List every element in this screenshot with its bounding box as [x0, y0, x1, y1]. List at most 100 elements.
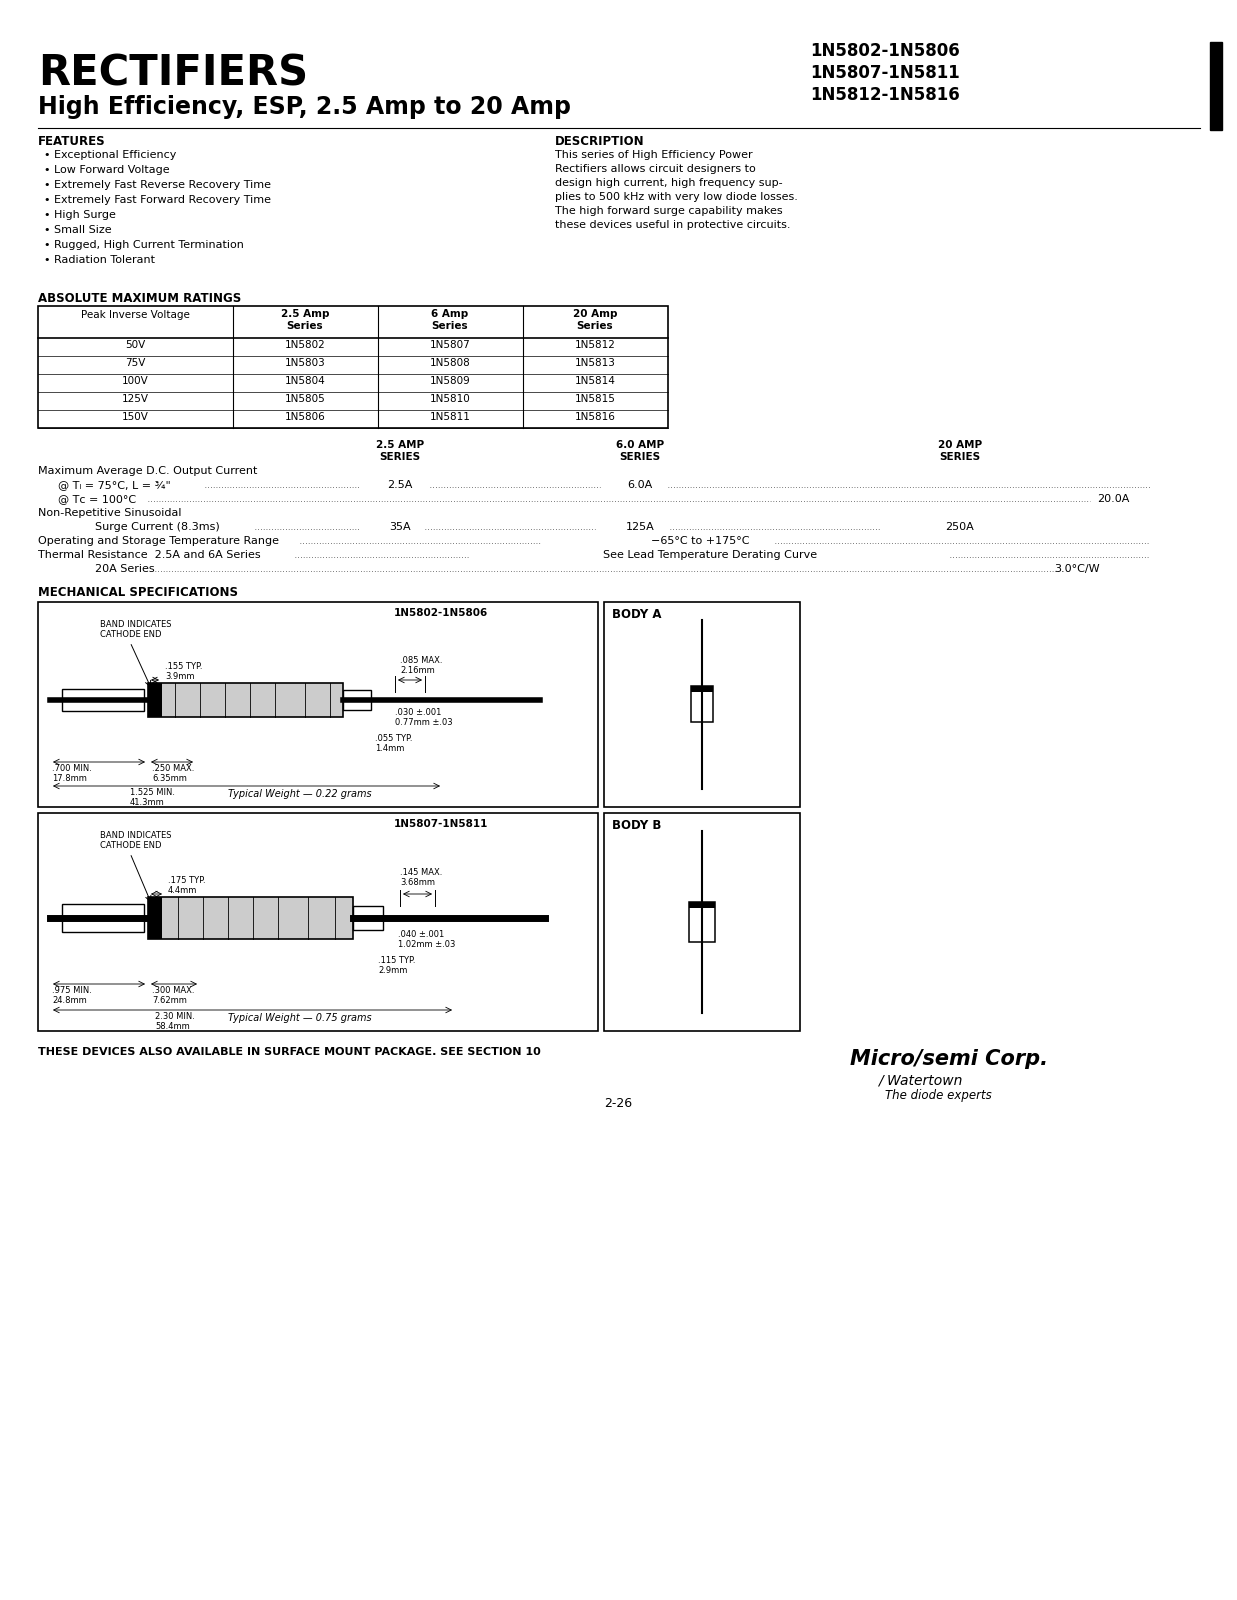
Text: Typical Weight — 0.75 grams: Typical Weight — 0.75 grams [228, 1013, 372, 1022]
Bar [148, 898, 353, 939]
Text: 2.30 MIN.: 2.30 MIN. [155, 1013, 195, 1021]
Text: • Rugged, High Current Termination: • Rugged, High Current Termination [45, 240, 244, 250]
Text: 3.9mm: 3.9mm [165, 672, 194, 682]
Bar [353, 906, 383, 930]
Text: Series: Series [576, 322, 614, 331]
Text: 1N5804: 1N5804 [285, 376, 325, 386]
Bar [343, 690, 371, 710]
Bar [604, 602, 800, 806]
Text: 3.0°C/W: 3.0°C/W [1054, 565, 1100, 574]
Text: • Small Size: • Small Size [45, 226, 111, 235]
Text: 75V: 75V [125, 358, 145, 368]
Text: See Lead Temperature Derating Curve: See Lead Temperature Derating Curve [602, 550, 818, 560]
Text: High Efficiency, ESP, 2.5 Amp to 20 Amp: High Efficiency, ESP, 2.5 Amp to 20 Amp [38, 94, 571, 118]
Text: Typical Weight — 0.22 grams: Typical Weight — 0.22 grams [228, 789, 372, 798]
Text: 20 AMP: 20 AMP [938, 440, 982, 450]
Text: Series: Series [287, 322, 323, 331]
Text: CATHODE END: CATHODE END [100, 630, 162, 638]
Text: Operating and Storage Temperature Range: Operating and Storage Temperature Range [38, 536, 280, 546]
Text: 2.5A: 2.5A [387, 480, 413, 490]
Text: 1.4mm: 1.4mm [375, 744, 404, 754]
Bar [62, 690, 143, 710]
Text: 1N5807-1N5811: 1N5807-1N5811 [393, 819, 489, 829]
Text: • Exceptional Efficiency: • Exceptional Efficiency [45, 150, 177, 160]
Text: Peak Inverse Voltage: Peak Inverse Voltage [80, 310, 189, 320]
Text: .145 MAX.: .145 MAX. [400, 867, 443, 877]
Text: 0.77mm ±.03: 0.77mm ±.03 [395, 718, 453, 726]
Bar [148, 683, 162, 717]
Bar [691, 686, 713, 691]
Text: 4.4mm: 4.4mm [168, 886, 198, 894]
Bar [689, 902, 715, 909]
Text: @ Tᴄ = 100°C: @ Tᴄ = 100°C [58, 494, 136, 504]
Bar [38, 602, 597, 806]
Text: 2.9mm: 2.9mm [379, 966, 407, 974]
Text: • High Surge: • High Surge [45, 210, 116, 219]
Text: 2.5 Amp: 2.5 Amp [281, 309, 329, 318]
Text: 20 Amp: 20 Amp [573, 309, 617, 318]
Text: The high forward surge capability makes: The high forward surge capability makes [555, 206, 783, 216]
Text: plies to 500 kHz with very low diode losses.: plies to 500 kHz with very low diode los… [555, 192, 798, 202]
Text: 50V: 50V [125, 341, 145, 350]
Text: 17.8mm: 17.8mm [52, 774, 87, 782]
Bar [1210, 42, 1222, 130]
Bar [691, 686, 713, 722]
Text: .115 TYP.: .115 TYP. [379, 955, 416, 965]
Text: .085 MAX.: .085 MAX. [400, 656, 443, 666]
Text: 1.02mm ±.03: 1.02mm ±.03 [398, 939, 455, 949]
Text: 6.35mm: 6.35mm [152, 774, 187, 782]
Text: .250 MAX.: .250 MAX. [152, 765, 194, 773]
Text: −65°C to +175°C: −65°C to +175°C [651, 536, 750, 546]
Text: MECHANICAL SPECIFICATIONS: MECHANICAL SPECIFICATIONS [38, 586, 238, 598]
Text: 1N5805: 1N5805 [285, 394, 325, 403]
Text: 2-26: 2-26 [604, 1098, 632, 1110]
Text: 1N5810: 1N5810 [429, 394, 470, 403]
Text: SERIES: SERIES [380, 451, 421, 462]
Bar [38, 813, 597, 1030]
Text: • Extremely Fast Reverse Recovery Time: • Extremely Fast Reverse Recovery Time [45, 179, 271, 190]
Text: Micro/semi Corp.: Micro/semi Corp. [850, 1050, 1048, 1069]
Text: 3.68mm: 3.68mm [400, 878, 435, 886]
Text: This series of High Efficiency Power: This series of High Efficiency Power [555, 150, 752, 160]
Text: SERIES: SERIES [620, 451, 661, 462]
Text: BODY A: BODY A [612, 608, 662, 621]
Bar [62, 904, 143, 931]
Bar [148, 683, 343, 717]
Text: 125V: 125V [121, 394, 148, 403]
Bar [689, 902, 715, 942]
Text: .175 TYP.: .175 TYP. [168, 877, 205, 885]
Bar [38, 306, 668, 427]
Text: 1N5812: 1N5812 [574, 341, 616, 350]
Text: / Watertown: / Watertown [878, 1074, 962, 1086]
Text: 20A Series: 20A Series [95, 565, 155, 574]
Text: 24.8mm: 24.8mm [52, 995, 87, 1005]
Text: CATHODE END: CATHODE END [100, 842, 162, 850]
Text: .040 ±.001: .040 ±.001 [398, 930, 444, 939]
Text: 1N5815: 1N5815 [574, 394, 616, 403]
Text: 41.3mm: 41.3mm [130, 798, 165, 806]
Text: 6 Amp: 6 Amp [432, 309, 469, 318]
Text: 20.0A: 20.0A [1097, 494, 1131, 504]
Text: FEATURES: FEATURES [38, 134, 105, 149]
Text: 1N5802-1N5806: 1N5802-1N5806 [810, 42, 960, 59]
Text: BODY B: BODY B [612, 819, 662, 832]
Text: 1N5808: 1N5808 [429, 358, 470, 368]
Text: BAND INDICATES: BAND INDICATES [100, 830, 172, 840]
Text: .300 MAX.: .300 MAX. [152, 986, 194, 995]
Text: 1N5816: 1N5816 [574, 411, 616, 422]
Text: DESCRIPTION: DESCRIPTION [555, 134, 644, 149]
Text: 35A: 35A [390, 522, 411, 531]
Text: @ Tₗ = 75°C, L = ¾": @ Tₗ = 75°C, L = ¾" [58, 480, 171, 490]
Text: .055 TYP.: .055 TYP. [375, 734, 412, 742]
Text: THESE DEVICES ALSO AVAILABLE IN SURFACE MOUNT PACKAGE. SEE SECTION 10: THESE DEVICES ALSO AVAILABLE IN SURFACE … [38, 1046, 541, 1058]
Text: • Low Forward Voltage: • Low Forward Voltage [45, 165, 169, 174]
Text: SERIES: SERIES [939, 451, 981, 462]
Text: 7.62mm: 7.62mm [152, 995, 187, 1005]
Text: .155 TYP.: .155 TYP. [165, 662, 203, 670]
Text: Maximum Average D.C. Output Current: Maximum Average D.C. Output Current [38, 466, 257, 477]
Bar [604, 813, 800, 1030]
Text: Series: Series [432, 322, 469, 331]
Text: 6.0A: 6.0A [627, 480, 653, 490]
Text: 1N5814: 1N5814 [574, 376, 616, 386]
Text: RECTIFIERS: RECTIFIERS [38, 51, 308, 94]
